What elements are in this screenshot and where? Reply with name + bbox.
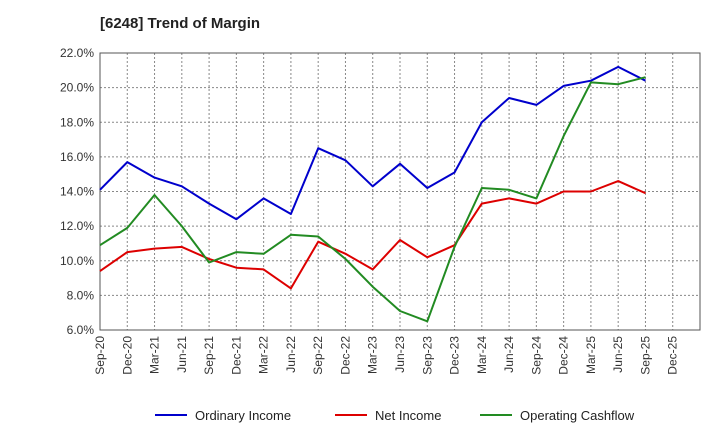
y-tick-label: 6.0%	[67, 323, 95, 337]
legend: Ordinary Income Net Income Operating Cashf…	[155, 408, 635, 423]
x-tick-label: Jun-22	[284, 336, 298, 373]
x-tick-label: Sep-25	[638, 336, 652, 375]
x-tick-label: Mar-24	[475, 336, 489, 374]
x-tick-label: Jun-25	[611, 336, 625, 373]
y-tick-label: 22.0%	[60, 46, 94, 60]
x-tick-label: Dec-24	[557, 336, 571, 375]
x-tick-label: Dec-23	[448, 336, 462, 375]
x-tick-label: Dec-20	[120, 336, 134, 375]
x-tick-label: Dec-25	[666, 336, 680, 375]
x-tick-label: Sep-20	[93, 336, 107, 375]
x-tick-label: Dec-22	[338, 336, 352, 375]
y-tick-label: 20.0%	[60, 81, 94, 95]
x-tick-label: Jun-24	[502, 336, 516, 373]
x-tick-label: Dec-21	[229, 336, 243, 375]
y-tick-label: 18.0%	[60, 115, 94, 129]
y-tick-label: 10.0%	[60, 254, 94, 268]
y-tick-label: 16.0%	[60, 150, 94, 164]
x-tick-label: Jun-21	[175, 336, 189, 373]
y-tick-label: 14.0%	[60, 185, 94, 199]
y-tick-label: 12.0%	[60, 219, 94, 233]
x-tick-label: Mar-21	[148, 336, 162, 374]
y-tick-label: 8.0%	[67, 288, 95, 302]
x-tick-label: Sep-22	[311, 336, 325, 375]
grid-layer	[100, 53, 700, 330]
chart-title: [6248] Trend of Margin	[100, 15, 261, 32]
legend-label-operating-cashflow: Operating Cashflow	[520, 408, 635, 423]
x-tick-label: Jun-23	[393, 336, 407, 373]
x-tick-label: Mar-22	[257, 336, 271, 374]
x-tick-label: Sep-24	[529, 336, 543, 375]
x-axis-ticks: Sep-20 Dec-20 Mar-21 Jun-21 Sep-21 Dec-21 Mar-…	[93, 336, 680, 375]
legend-label-net-income: Net Income	[375, 408, 441, 423]
series-layer	[99, 65, 646, 323]
x-tick-label: Sep-23	[420, 336, 434, 375]
x-tick-label: Sep-21	[202, 336, 216, 375]
y-axis-ticks: 6.0% 8.0% 10.0% 12.0% 14.0% 16.0% 18.0% 20.0% 22…	[60, 46, 94, 337]
x-tick-label: Mar-25	[584, 336, 598, 374]
x-tick-label: Mar-23	[366, 336, 380, 374]
plot-border	[99, 52, 701, 331]
legend-label-ordinary-income: Ordinary Income	[195, 408, 291, 423]
